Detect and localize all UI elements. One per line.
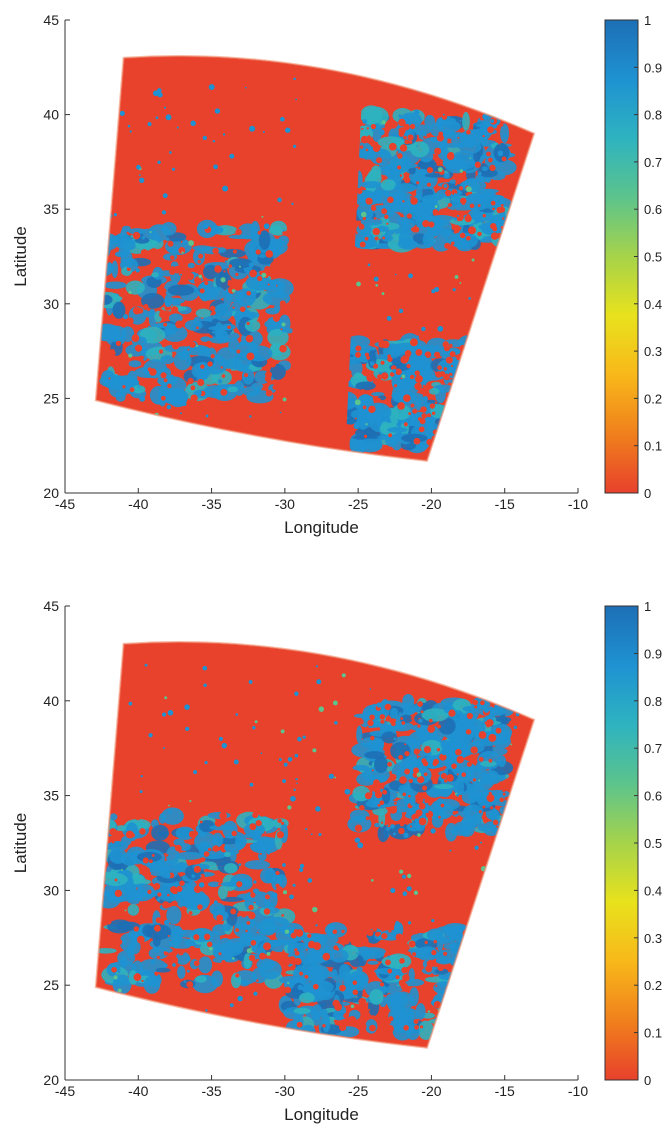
swath-image bbox=[95, 55, 535, 461]
y-tick-label: 45 bbox=[43, 12, 59, 28]
x-tick-label: -40 bbox=[128, 496, 148, 512]
colorbar-tick-label: 0.6 bbox=[644, 202, 662, 217]
colorbar-tick-label: 0.9 bbox=[644, 60, 662, 75]
y-tick-label: 40 bbox=[43, 107, 59, 123]
y-tick-label: 35 bbox=[43, 788, 59, 804]
colorbar-tick-label: 0.6 bbox=[644, 789, 662, 804]
colorbar: 0 0.1 0.2 0.3 0.4 0.5 0.6 0.7 0.8 0.9 1 bbox=[604, 13, 662, 501]
colorbar-tick-label: 0.8 bbox=[644, 108, 662, 123]
colorbar-tick-label: 0.3 bbox=[644, 931, 662, 946]
x-tick-label: -30 bbox=[275, 496, 295, 512]
low-value-band bbox=[284, 55, 366, 461]
x-tick-label: -25 bbox=[348, 496, 368, 512]
x-tick-label: -25 bbox=[348, 1083, 368, 1099]
colorbar-tick-label: 0.3 bbox=[644, 344, 662, 359]
colorbar-tick-label: 0.7 bbox=[644, 155, 662, 170]
x-tick-label: -15 bbox=[495, 496, 515, 512]
swath-edge bbox=[94, 641, 536, 1049]
axes: -45 -40 -35 -30 -25 -20 -15 -10 20 25 30 35 40 45 Long… bbox=[11, 12, 588, 537]
swath-image bbox=[95, 642, 535, 1048]
y-axis-label: Latitude bbox=[11, 813, 30, 874]
x-tick-label: -40 bbox=[128, 1083, 148, 1099]
colorbar-tick-label: 0.5 bbox=[644, 250, 662, 265]
x-tick-label: -35 bbox=[201, 1083, 221, 1099]
colorbar-tick-label: 0.1 bbox=[644, 1026, 662, 1041]
y-axis-label: Latitude bbox=[11, 226, 30, 287]
y-tick-label: 20 bbox=[43, 485, 59, 501]
y-tick-label: 25 bbox=[43, 977, 59, 993]
colorbar-tick-label: 0 bbox=[644, 486, 651, 501]
colorbar-tick-label: 0.8 bbox=[644, 694, 662, 709]
colorbar: 0 0.1 0.2 0.3 0.4 0.5 0.6 0.7 0.8 0.9 1 bbox=[604, 599, 662, 1088]
colorbar-tick-label: 0.1 bbox=[644, 439, 662, 454]
x-tick-label: -10 bbox=[568, 496, 588, 512]
y-tick-label: 35 bbox=[43, 201, 59, 217]
heatmap-panel-top: -45 -40 -35 -30 -25 -20 -15 -10 20 25 30 35 40 45 Long… bbox=[11, 12, 662, 537]
high-value-region bbox=[274, 920, 512, 1041]
colorbar-tick-label: 0.9 bbox=[644, 646, 662, 661]
y-tick-label: 30 bbox=[43, 882, 59, 898]
y-tick-label: 20 bbox=[43, 1072, 59, 1088]
colorbar-tick-label: 0 bbox=[644, 1073, 651, 1088]
colorbar-tick-label: 0.7 bbox=[644, 741, 662, 756]
colorbar-tick-label: 0.5 bbox=[644, 836, 662, 851]
axes: -45 -40 -35 -30 -25 -20 -15 -10 20 25 30 35 40 45 Long… bbox=[11, 598, 588, 1124]
heatmap-panel-bottom: -45 -40 -35 -30 -25 -20 -15 -10 20 25 30 35 40 45 Long… bbox=[11, 598, 662, 1124]
colorbar-tick-label: 0.2 bbox=[644, 978, 662, 993]
x-tick-label: -30 bbox=[275, 1083, 295, 1099]
x-tick-label: -20 bbox=[421, 496, 441, 512]
x-tick-label: -45 bbox=[55, 1083, 75, 1099]
x-axis-label: Longitude bbox=[284, 1105, 359, 1124]
colorbar-tick-label: 1 bbox=[644, 599, 651, 614]
x-tick-label: -45 bbox=[55, 496, 75, 512]
y-tick-label: 25 bbox=[43, 390, 59, 406]
high-value-region bbox=[95, 219, 297, 408]
x-tick-label: -20 bbox=[421, 1083, 441, 1099]
x-tick-label: -35 bbox=[201, 496, 221, 512]
y-tick-label: 30 bbox=[43, 296, 59, 312]
x-tick-label: -10 bbox=[568, 1083, 588, 1099]
y-tick-label: 40 bbox=[43, 693, 59, 709]
swath-edge bbox=[94, 54, 536, 462]
high-value-region bbox=[334, 333, 516, 455]
colorbar-tick-label: 1 bbox=[644, 13, 651, 28]
y-tick-label: 45 bbox=[43, 598, 59, 614]
colorbar-tick-label: 0.4 bbox=[644, 297, 662, 312]
x-tick-label: -15 bbox=[495, 1083, 515, 1099]
colorbar-scale bbox=[604, 605, 639, 1081]
colorbar-scale bbox=[604, 19, 639, 494]
x-axis-label: Longitude bbox=[284, 518, 359, 537]
colorbar-tick-label: 0.4 bbox=[644, 883, 662, 898]
colorbar-tick-label: 0.2 bbox=[644, 391, 662, 406]
high-value-region bbox=[345, 105, 517, 253]
